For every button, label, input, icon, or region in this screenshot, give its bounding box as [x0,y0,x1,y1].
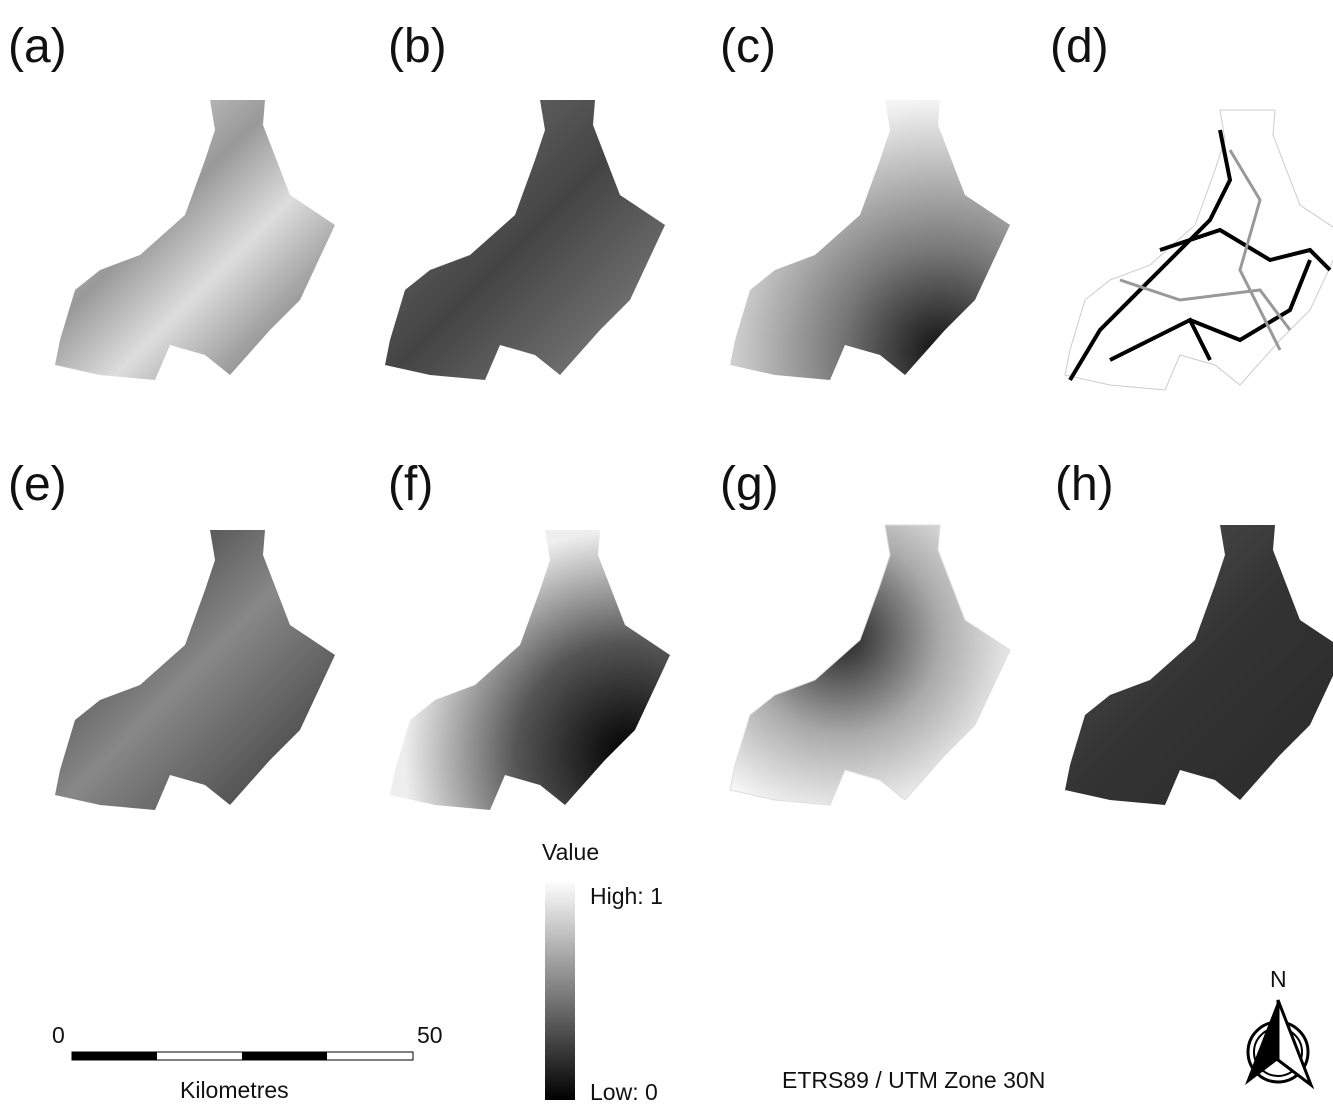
figure: (a) (b) (c) (d) (e) (f) (g) (h) Value Hi… [0,0,1333,1104]
legend-high: High: 1 [590,883,663,909]
panel-label: (f) [388,458,433,511]
panel-label: (a) [8,20,67,73]
legend-title: Value [542,839,599,865]
scale-unit: Kilometres [180,1077,289,1103]
scale-bar: 0 50 Kilometres [52,1022,443,1103]
panel-label: (e) [8,458,67,511]
legend-ramp [545,880,575,1100]
panel-label: (g) [720,458,779,511]
crs: ETRS89 / UTM Zone 30N [782,1067,1045,1093]
map-f [390,530,670,810]
panel-label: (c) [720,20,776,73]
scale-start: 0 [52,1022,65,1048]
north-arrow: N [1245,966,1311,1085]
map-b [385,100,665,380]
panel-label: (d) [1050,20,1109,73]
map-c [730,100,1010,380]
map-h [1065,525,1333,805]
maps [55,100,1333,810]
map-g [730,525,1010,805]
panel-label: (h) [1055,458,1114,511]
panel-label: (b) [388,20,447,73]
scale-end: 50 [417,1022,443,1048]
north-label: N [1270,966,1287,992]
legend-low: Low: 0 [590,1079,658,1104]
map-e [55,530,335,810]
legend: Value High: 1 Low: 0 [542,839,663,1104]
map-d [1065,110,1333,390]
map-a [55,100,335,380]
